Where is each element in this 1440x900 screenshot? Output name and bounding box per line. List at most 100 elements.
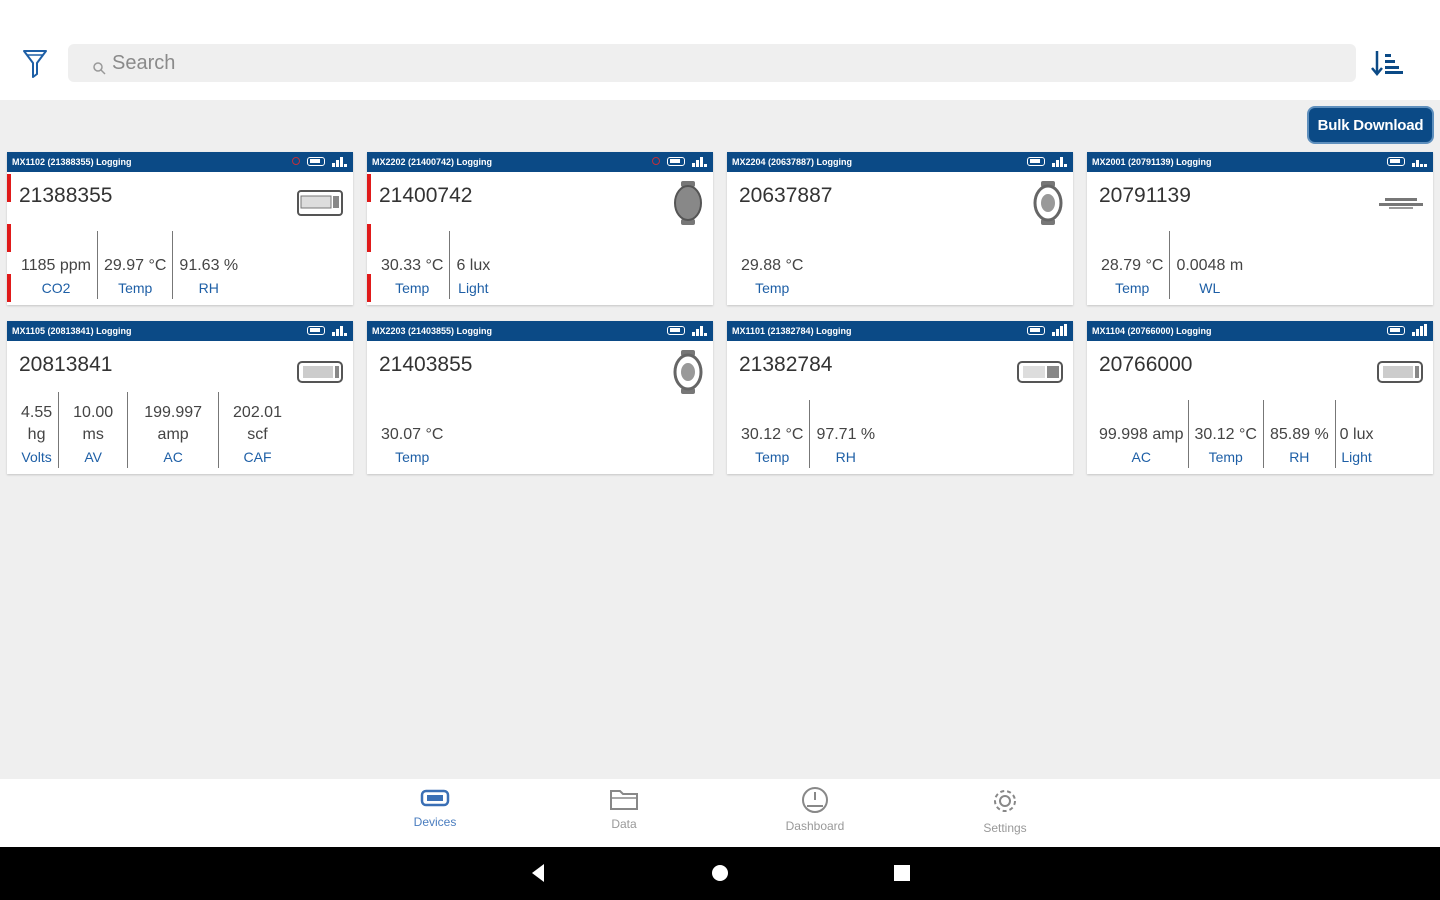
reading-value: 30.12 °C: [1194, 426, 1257, 443]
signal-icon: [332, 155, 347, 167]
reading-value: 29.97 °C: [103, 257, 167, 274]
card-header: MX2203 (21403855) Logging: [367, 321, 713, 341]
card-header-text: MX2204 (20637887) Logging: [732, 157, 853, 167]
reading: 6 lux Light: [449, 231, 496, 299]
card-header: MX2202 (21400742) Logging: [367, 152, 713, 172]
device-serial: 20813841: [19, 353, 113, 376]
bulk-download-button[interactable]: Bulk Download: [1307, 106, 1434, 144]
card-header: MX1104 (20766000) Logging: [1087, 321, 1433, 341]
reading-label: Temp: [118, 280, 153, 296]
reading-label: Temp: [755, 280, 790, 296]
top-bar: [0, 0, 1440, 100]
reading: 30.12 °C Temp: [1187, 400, 1263, 468]
reading-label: AC: [1131, 449, 1151, 465]
reading: 91.63 % RH: [172, 231, 244, 299]
card-header: MX2204 (20637887) Logging: [727, 152, 1073, 172]
search-icon: [93, 62, 106, 75]
reading-unit: ms: [82, 426, 104, 443]
alarm-indicator: [7, 274, 11, 302]
folder-icon: [610, 790, 638, 810]
sort-button[interactable]: [1370, 46, 1404, 80]
recents-icon[interactable]: [892, 861, 912, 885]
reading: 29.88 °C Temp: [735, 231, 809, 299]
reading: 0.0048 m WL: [1169, 231, 1249, 299]
device-card[interactable]: MX2202 (21400742) Logging 21400742 30.33…: [367, 152, 713, 305]
reading-label: AV: [84, 449, 102, 465]
reading-value: 97.71 %: [816, 426, 876, 443]
bottom-nav: Devices Data Dashboard Settings: [0, 779, 1440, 847]
reading: 202.01 scf CAF: [218, 392, 296, 468]
device-serial: 20791139: [1099, 184, 1191, 207]
reading: 85.89 % RH: [1262, 400, 1335, 468]
signal-icon: [692, 324, 707, 336]
logger-round-icon: [1033, 181, 1063, 225]
nav-label: Settings: [983, 821, 1027, 835]
battery-icon: [1387, 156, 1405, 166]
gear-icon: [994, 790, 1016, 812]
filter-button[interactable]: [18, 44, 52, 82]
device-card[interactable]: MX1102 (21388355) Logging 21388355 1185 …: [7, 152, 353, 305]
logger-box-icon: [1017, 361, 1063, 383]
reading: 10.00 ms AV: [58, 392, 127, 468]
card-header: MX1105 (20813841) Logging: [7, 321, 353, 341]
device-serial: 21400742: [379, 184, 473, 207]
battery-icon: [667, 325, 685, 335]
reading-label: RH: [198, 280, 219, 296]
card-header-text: MX1105 (20813841) Logging: [12, 326, 132, 336]
reading: 99.998 amp AC: [1095, 400, 1188, 468]
reading-label: Temp: [395, 449, 430, 465]
device-serial: 21388355: [19, 184, 113, 207]
device-card[interactable]: MX1105 (20813841) Logging 20813841 4.55 h…: [7, 321, 353, 474]
reading: 4.55 hg Volts: [15, 392, 58, 468]
reading-label: Temp: [1208, 449, 1243, 465]
signal-icon: [332, 324, 347, 336]
reading-unit: amp: [157, 426, 189, 443]
alarm-indicator: [367, 224, 371, 252]
signal-icon: [692, 155, 707, 167]
alarm-icon: [292, 157, 300, 165]
dashboard-icon: [802, 787, 828, 813]
alarm-icon: [652, 157, 660, 165]
reading-value: 30.12 °C: [741, 426, 804, 443]
card-header-text: MX2203 (21403855) Logging: [372, 326, 493, 336]
device-card[interactable]: MX2203 (21403855) Logging 21403855 30.07…: [367, 321, 713, 474]
nav-devices[interactable]: Devices: [385, 787, 485, 829]
card-header-text: MX1104 (20766000) Logging: [1092, 326, 1212, 336]
reading-label: Volts: [21, 449, 52, 465]
nav-label: Devices: [413, 815, 457, 829]
search-bar[interactable]: [68, 44, 1356, 82]
device-card[interactable]: MX2204 (20637887) Logging 20637887 29.88…: [727, 152, 1073, 305]
reading-value: 85.89 %: [1269, 426, 1329, 443]
device-card[interactable]: MX1101 (21382784) Logging 21382784 30.12…: [727, 321, 1073, 474]
reading-value: 30.33 °C: [381, 257, 444, 274]
reading-value: 0 lux: [1339, 426, 1374, 443]
search-input[interactable]: [112, 51, 1312, 75]
alarm-indicator: [7, 224, 11, 252]
device-card[interactable]: MX2001 (20791139) Logging 20791139 28.79…: [1087, 152, 1433, 305]
battery-icon: [307, 325, 325, 335]
logger-round-icon: [674, 181, 702, 225]
home-icon[interactable]: [710, 861, 730, 885]
signal-icon: [1412, 155, 1427, 167]
nav-dashboard[interactable]: Dashboard: [765, 787, 865, 833]
logger-round-icon: [673, 350, 703, 394]
reading: 28.79 °C Temp: [1095, 231, 1169, 299]
battery-icon: [307, 156, 325, 166]
device-serial: 20637887: [739, 184, 833, 207]
reading-label: Temp: [755, 449, 790, 465]
alarm-indicator: [7, 174, 11, 202]
nav-data[interactable]: Data: [574, 787, 674, 831]
reading-label: Light: [458, 280, 489, 296]
battery-icon: [1387, 325, 1405, 335]
back-icon[interactable]: [528, 861, 548, 885]
card-header-text: MX1101 (21382784) Logging: [732, 326, 852, 336]
devices-icon: [420, 789, 450, 807]
reading-label: AC: [163, 449, 183, 465]
signal-icon: [1412, 324, 1427, 336]
card-header: MX2001 (20791139) Logging: [1087, 152, 1433, 172]
device-card[interactable]: MX1104 (20766000) Logging 20766000 99.99…: [1087, 321, 1433, 474]
reading: 29.97 °C Temp: [96, 231, 172, 299]
device-serial: 21382784: [739, 353, 833, 376]
reading-label: RH: [835, 449, 856, 465]
nav-settings[interactable]: Settings: [955, 787, 1055, 835]
